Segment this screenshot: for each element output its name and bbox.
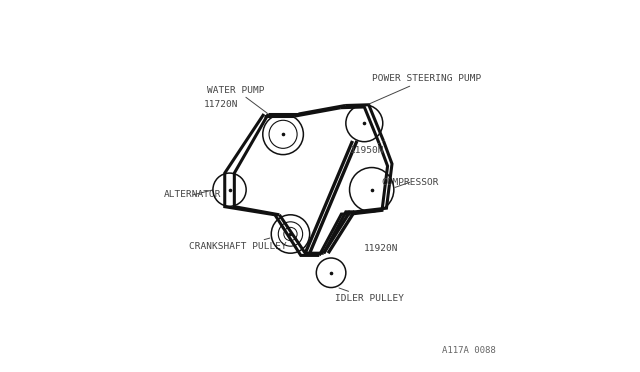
Text: CRANKSHAFT PULLEY: CRANKSHAFT PULLEY — [189, 238, 287, 251]
Text: POWER STEERING PUMP: POWER STEERING PUMP — [369, 74, 481, 104]
Text: ALTERNATOR: ALTERNATOR — [164, 190, 221, 199]
Text: A117A 0088: A117A 0088 — [442, 346, 495, 355]
Text: 11920N: 11920N — [364, 244, 399, 253]
Text: 11720N: 11720N — [204, 100, 238, 109]
Text: WATER PUMP: WATER PUMP — [207, 86, 267, 113]
Text: 11950N: 11950N — [349, 147, 384, 155]
Text: COMPRESSOR: COMPRESSOR — [381, 178, 438, 187]
Text: IDLER PULLEY: IDLER PULLEY — [335, 288, 404, 303]
